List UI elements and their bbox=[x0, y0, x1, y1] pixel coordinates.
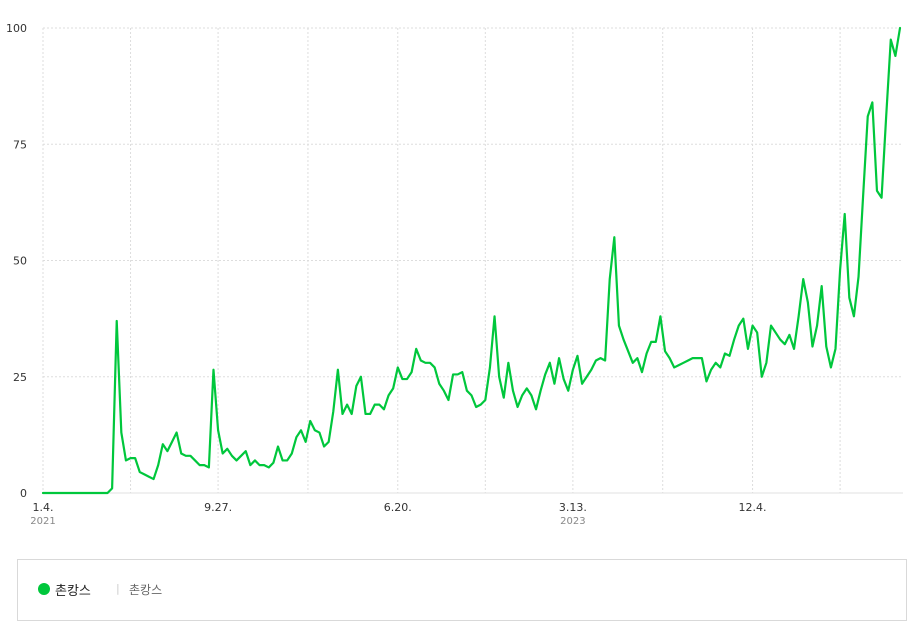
legend-search-terms: 촌캉스 bbox=[129, 583, 163, 597]
x-tick-label: 9.27. bbox=[204, 501, 232, 514]
legend-separator: | bbox=[116, 582, 120, 595]
x-axis-ticks: 1.4. 2021 9.27. 6.20. 3.13. 2023 12.4. bbox=[30, 501, 766, 527]
x-tick-label: 3.13. bbox=[559, 501, 587, 514]
y-tick-label: 25 bbox=[13, 371, 27, 384]
grid bbox=[42, 27, 903, 493]
y-axis-ticks: 0 25 50 75 100 bbox=[6, 22, 27, 500]
y-tick-label: 75 bbox=[13, 138, 27, 151]
x-tick-label: 6.20. bbox=[384, 501, 412, 514]
x-tick-year-label: 2023 bbox=[560, 516, 585, 527]
legend-series-name[interactable]: 촌캉스 bbox=[55, 584, 91, 599]
x-tick-year-label: 2021 bbox=[30, 516, 55, 527]
legend-series-dot bbox=[38, 583, 50, 595]
series-line-촌캉스 bbox=[41, 26, 902, 495]
y-tick-label: 100 bbox=[6, 22, 27, 35]
x-tick-label: 1.4. bbox=[33, 501, 54, 514]
line-chart: 0 25 50 75 100 1.4. 2021 9.27. 6.20. 3.13. 2023 12… bbox=[6, 22, 903, 527]
x-tick-label: 12.4. bbox=[739, 501, 767, 514]
y-tick-label: 0 bbox=[20, 487, 27, 500]
y-tick-label: 50 bbox=[13, 255, 27, 268]
legend: 촌캉스 | 촌캉스 bbox=[17, 559, 907, 621]
